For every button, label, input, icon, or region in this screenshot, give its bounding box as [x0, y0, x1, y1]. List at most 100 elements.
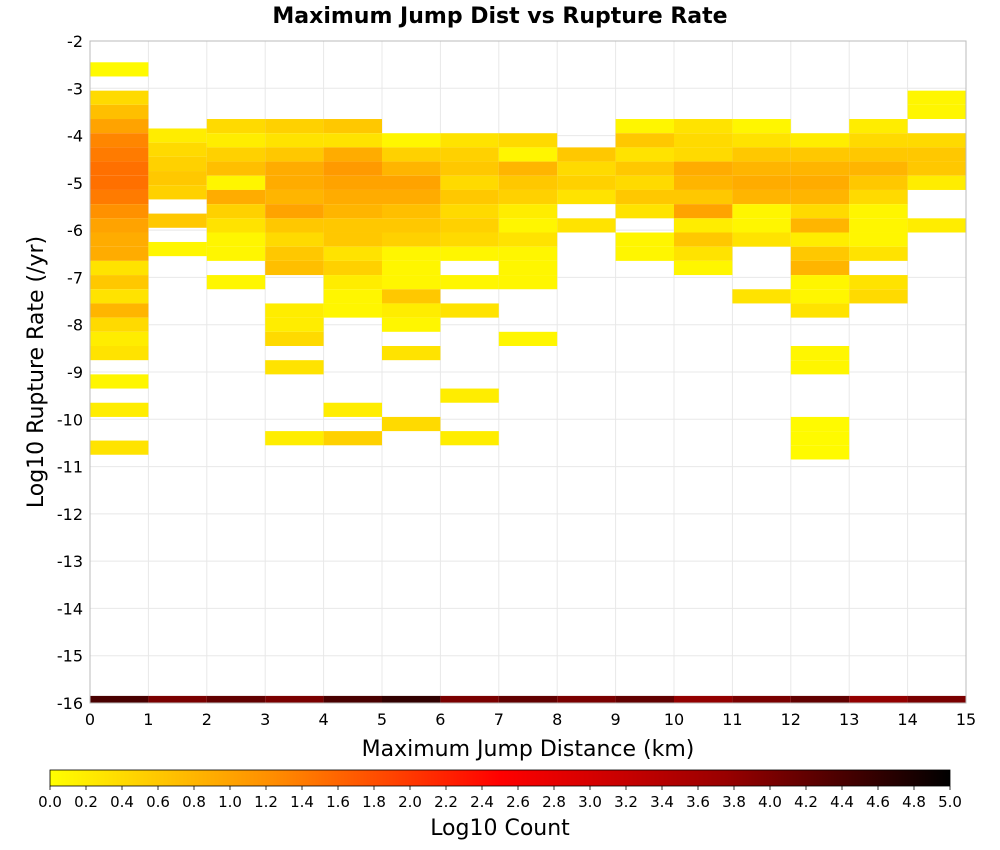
heatmap-cell — [498, 218, 558, 233]
colorbar-tick-label: 0.0 — [38, 793, 62, 811]
colorbar-tick-label: 1.2 — [254, 793, 278, 811]
heatmap-cell — [206, 275, 266, 290]
heatmap-cell — [907, 175, 966, 190]
heatmap-cell — [265, 331, 324, 346]
heatmap-cell — [382, 133, 441, 148]
heatmap-cell — [615, 232, 674, 247]
heatmap-cell — [440, 161, 499, 176]
colorbar-tick-label: 2.0 — [398, 793, 422, 811]
heatmap-cell — [498, 331, 558, 346]
heatmap-cell — [440, 232, 499, 247]
heatmap-cell — [674, 695, 733, 703]
heatmap-cell — [790, 289, 850, 304]
heatmap-cell — [907, 695, 966, 703]
heatmap-cell — [323, 204, 382, 219]
heatmap-cell — [498, 161, 558, 176]
colorbar-tick-label: 1.6 — [326, 793, 350, 811]
heatmap-cell — [90, 104, 149, 120]
heatmap-cell — [265, 133, 324, 148]
colorbar-tick-label: 3.2 — [614, 793, 638, 811]
x-tick-label: 12 — [781, 710, 801, 729]
heatmap-cell — [382, 147, 441, 162]
heatmap-cell — [90, 62, 149, 77]
heatmap-cell — [265, 431, 324, 446]
chart-title: Maximum Jump Dist vs Rupture Rate — [272, 4, 727, 29]
colorbar-tick-label: 3.6 — [686, 793, 710, 811]
colorbar-tick-label: 4.0 — [758, 793, 782, 811]
heatmap-cell — [790, 445, 850, 460]
x-tick-label: 8 — [552, 710, 562, 729]
colorbar-tick-label: 0.2 — [74, 793, 98, 811]
heatmap-cell — [790, 232, 850, 247]
x-axis-label: Maximum Jump Distance (km) — [362, 737, 695, 762]
x-tick-label: 0 — [85, 710, 95, 729]
heatmap-cell — [790, 175, 850, 190]
heatmap-cell — [674, 246, 733, 261]
heatmap-cell — [907, 147, 966, 162]
heatmap-cell — [148, 156, 207, 172]
heatmap-cell — [90, 147, 149, 162]
heatmap-cell — [206, 161, 266, 176]
heatmap-cell — [790, 204, 850, 219]
heatmap-cell — [148, 128, 207, 143]
heatmap-cell — [323, 175, 382, 190]
heatmap-cell — [206, 232, 266, 247]
colorbar-tick-label: 0.4 — [110, 793, 134, 811]
heatmap-cell — [498, 246, 558, 261]
heatmap-cell — [265, 303, 324, 318]
y-tick-label: -2 — [67, 32, 83, 51]
heatmap-cell — [265, 204, 324, 219]
heatmap-cell — [615, 204, 674, 219]
heatmap-cell — [148, 171, 207, 186]
heatmap-cell — [615, 147, 674, 162]
heatmap-cell — [90, 204, 149, 219]
heatmap-cell — [382, 161, 441, 176]
heatmap-cell — [265, 260, 324, 276]
heatmap-cell — [674, 218, 733, 233]
heatmap-cell — [732, 218, 791, 233]
heatmap-cell — [206, 218, 266, 233]
heatmap-cell — [615, 119, 674, 134]
heatmap-cell — [90, 331, 149, 346]
heatmap-cell — [440, 147, 499, 162]
heatmap-cell — [265, 360, 324, 375]
heatmap-cell — [440, 303, 499, 318]
y-tick-label: -9 — [67, 363, 83, 382]
heatmap-cell — [440, 218, 499, 233]
heatmap-cell — [323, 218, 382, 233]
heatmap-cell — [790, 360, 850, 375]
colorbar-tick-labels: 0.0 0.2 0.4 0.6 0.8 1.0 1.2 1.4 1.6 1.8 2.0 2.2 2.4 2… — [38, 786, 962, 811]
heatmap-cell — [206, 133, 266, 148]
heatmap-cell — [382, 232, 441, 247]
heatmap-cell — [206, 175, 266, 190]
heatmap-cell — [90, 275, 149, 290]
heatmap-cell — [323, 161, 382, 176]
heatmap-cell — [440, 175, 499, 190]
heatmap-cell — [265, 175, 324, 190]
heatmap-cell — [382, 204, 441, 219]
heatmap-cell — [323, 303, 382, 318]
x-tick-label: 7 — [494, 710, 504, 729]
heatmap-cell — [790, 345, 850, 361]
heatmap-cell — [265, 317, 324, 332]
heatmap-cell — [498, 204, 558, 219]
y-tick-labels: -2 -3 -4 -5 -6 -7 -8 -9 -10 -11 -12 -13 -14 -15 -16 — [57, 32, 83, 713]
heatmap-cell — [557, 175, 616, 190]
heatmap-cell — [382, 275, 441, 290]
heatmap-cell — [557, 218, 616, 233]
y-tick-label: -8 — [67, 316, 83, 335]
heatmap-cell — [440, 388, 499, 403]
colorbar-tick-label: 2.8 — [542, 793, 566, 811]
heatmap-cell — [90, 402, 149, 417]
heatmap-cell — [790, 260, 850, 276]
heatmap-cell — [90, 119, 149, 134]
heatmap-cell — [498, 232, 558, 247]
x-tick-label: 5 — [377, 710, 387, 729]
heatmap-cell — [323, 431, 382, 446]
heatmap-cell — [440, 204, 499, 219]
heatmap-cell — [148, 142, 207, 157]
colorbar — [49, 769, 951, 787]
x-tick-labels: 0 1 2 3 4 5 6 7 8 9 10 11 12 13 14 15 — [85, 710, 976, 729]
x-tick-label: 10 — [664, 710, 684, 729]
heatmap-cell — [323, 260, 382, 276]
